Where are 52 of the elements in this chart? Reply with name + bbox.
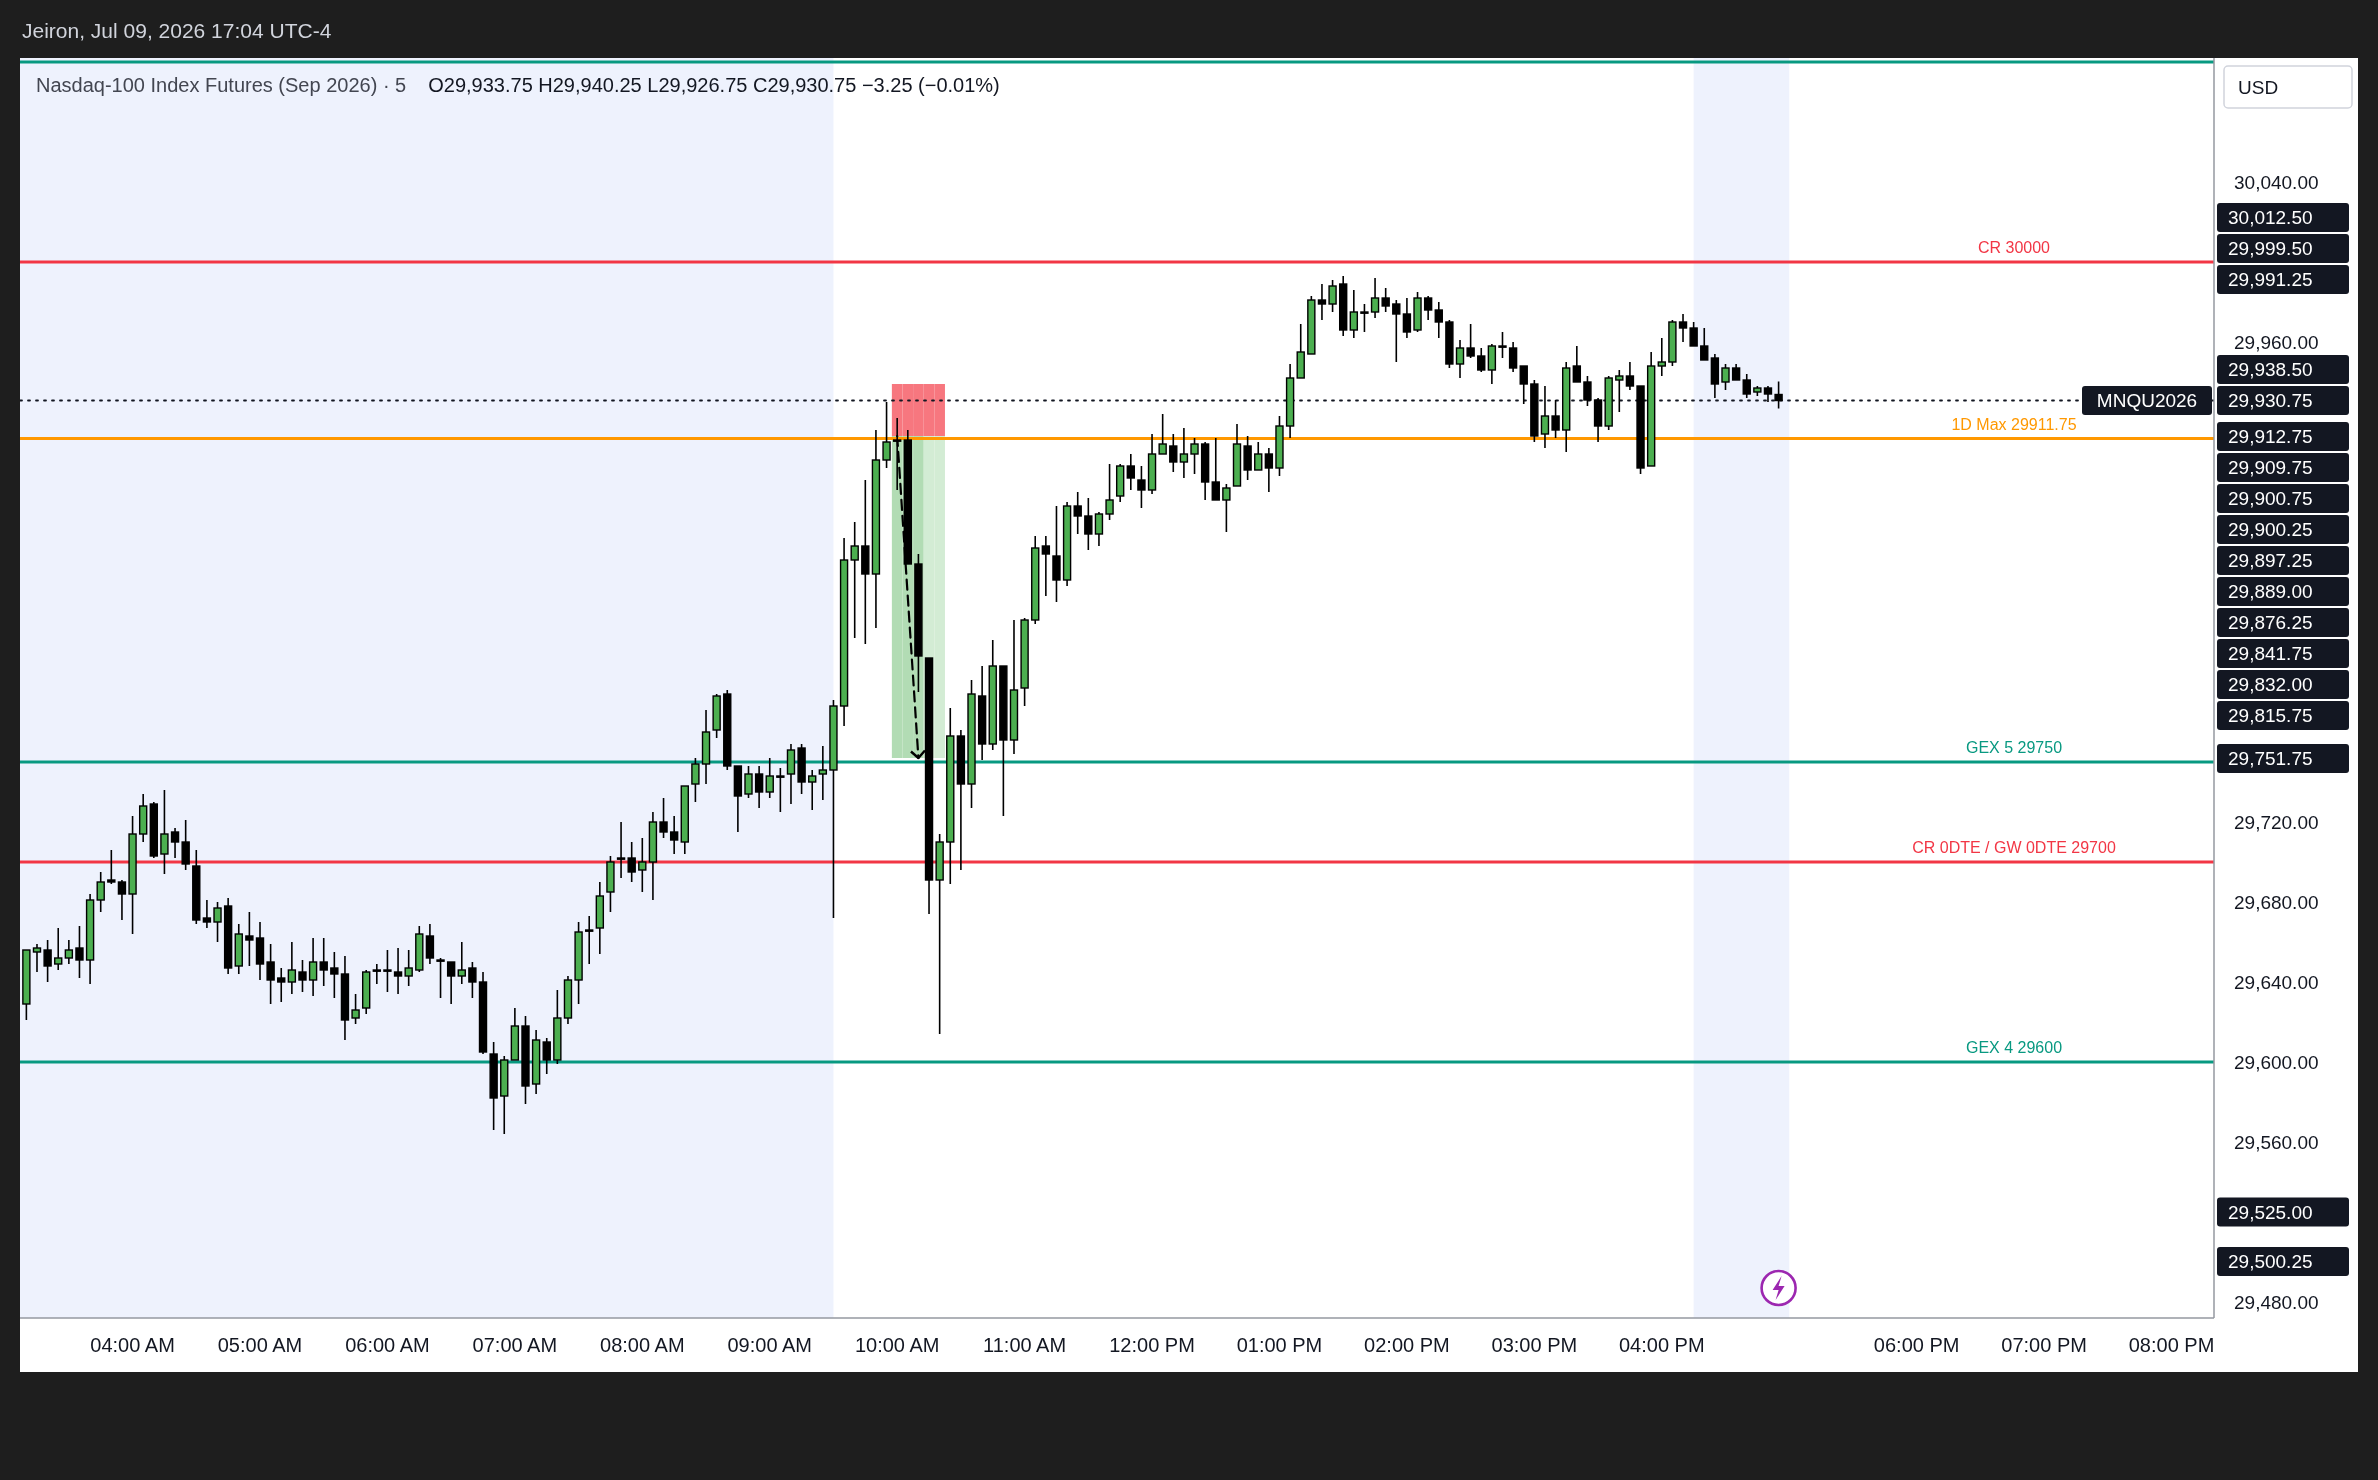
ref-line-label: CR 0DTE / GW 0DTE 29700 (1912, 839, 2116, 856)
x-tick-label: 04:00 AM (90, 1334, 175, 1356)
x-tick-label: 01:00 PM (1236, 1334, 1323, 1356)
y-tick-label: 29,600.00 (2234, 1051, 2319, 1073)
text: 29,991.25 (2228, 269, 2313, 290)
ref-line-label: GEX 5 29750 (1965, 739, 2063, 756)
y-tick-label: 29,480.00 (2234, 1291, 2319, 1313)
text: Jeiron, Jul 09, 2026 17:04 UTC-4 (22, 18, 332, 42)
x-tick-label: 08:00 PM (2128, 1334, 2215, 1356)
y-tick-label: 30,040.00 (2234, 171, 2319, 193)
x-tick-label: 03:00 PM (1491, 1334, 1578, 1356)
ref-line-label: GEX 4 29600 (1965, 1039, 2063, 1056)
x-tick-label: 06:00 AM (345, 1334, 430, 1356)
y-tick-label: 29,960.00 (2234, 331, 2319, 353)
text: Nasdaq-100 Index Futures (Sep 2026) · 5 (36, 74, 407, 96)
text: 29,938.50 (2228, 359, 2313, 380)
text: 29,832.00 (2228, 674, 2313, 695)
y-tick-label: 29,560.00 (2234, 1131, 2319, 1153)
text: 29,999.50 (2228, 238, 2313, 259)
x-tick-label: 07:00 AM (472, 1334, 558, 1356)
x-tick-label: 11:00 AM (983, 1334, 1067, 1356)
y-axis-title: USD (2238, 76, 2279, 98)
y-tick-label: 29,720.00 (2234, 811, 2319, 833)
text: 29,876.25 (2228, 612, 2313, 633)
text: 29,912.75 (2228, 426, 2313, 447)
text: 29,889.00 (2228, 581, 2313, 602)
text: 29,909.75 (2228, 457, 2313, 478)
x-tick-label: 02:00 PM (1364, 1334, 1450, 1356)
x-tick-label: 07:00 PM (2001, 1334, 2087, 1356)
x-tick-label: 09:00 AM (727, 1334, 812, 1356)
text: 30,012.50 (2228, 207, 2313, 228)
text: 29,930.75 (2228, 390, 2313, 411)
text: 29,751.75 (2228, 748, 2313, 769)
text: 29,897.25 (2228, 550, 2313, 571)
x-tick-label: 04:00 PM (1618, 1334, 1705, 1356)
ref-line-label: CR 30000 (1977, 239, 2051, 256)
ref-line-label: MNQU2026 (2096, 390, 2198, 411)
text: 29,815.75 (2228, 705, 2313, 726)
y-tick-label: 29,640.00 (2234, 971, 2319, 993)
x-tick-label: 05:00 AM (217, 1334, 303, 1356)
x-tick-label: 10:00 AM (854, 1334, 940, 1356)
text: 29,900.25 (2228, 519, 2313, 540)
text: 29,525.00 (2228, 1201, 2313, 1223)
x-tick-label: 12:00 PM (1109, 1334, 1195, 1356)
ref-line-label: 1D Max 29911.75 (1951, 415, 2077, 433)
text: 29,900.75 (2228, 488, 2313, 509)
x-tick-label: 08:00 AM (600, 1334, 685, 1356)
x-tick-label: 06:00 PM (1873, 1334, 1960, 1356)
text: O29,933.75 H29,940.25 L29,926.75 C29,930.75 −3.25 (−0.01%) (428, 74, 1000, 96)
y-tick-label: 29,680.00 (2234, 891, 2319, 913)
text: 29,841.75 (2228, 643, 2313, 664)
text: 29,500.25 (2228, 1251, 2313, 1272)
